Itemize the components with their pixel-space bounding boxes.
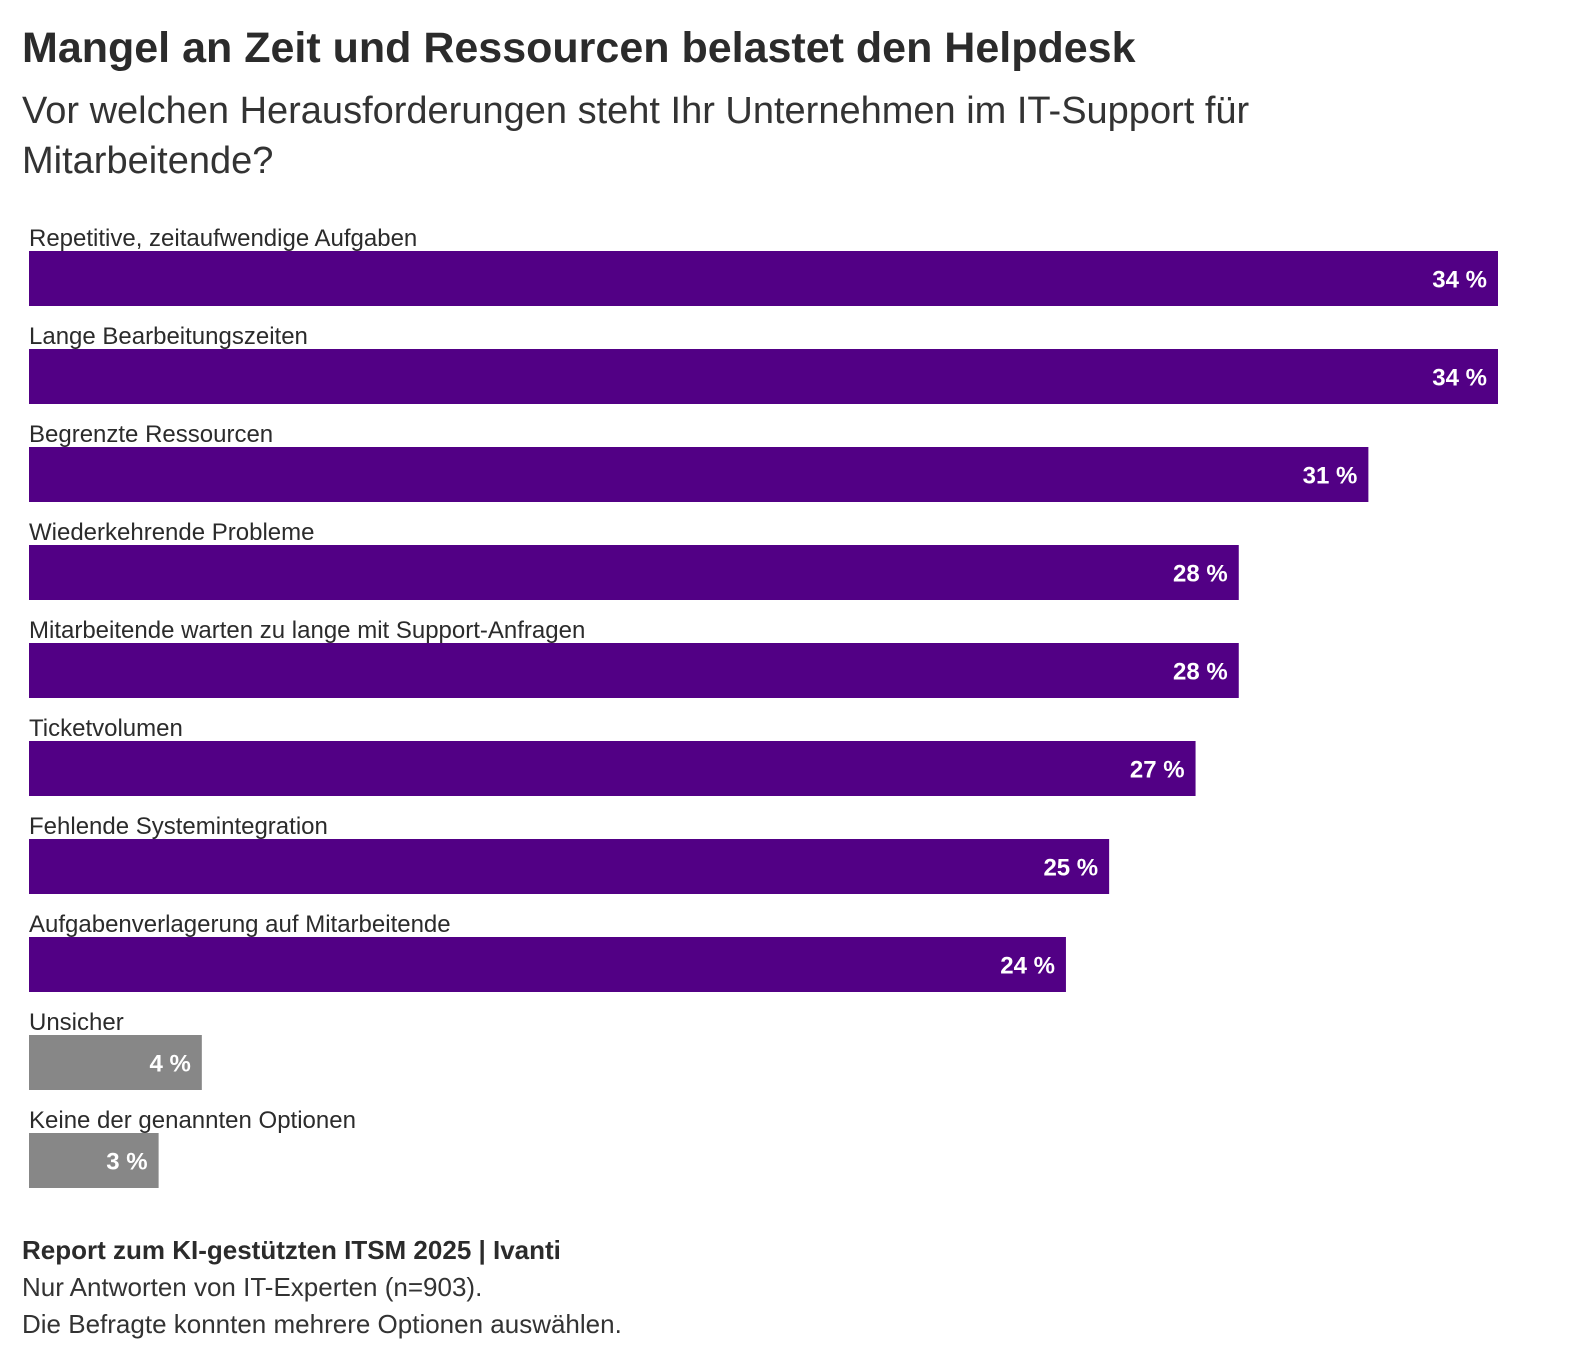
bar [29,937,1066,992]
chart-subtitle: Vor welchen Herausforderungen steht Ihr … [22,90,1250,182]
category-label: Ticketvolumen [29,715,183,742]
bar [29,545,1239,600]
category-label: Keine der genannten Optionen [29,1107,356,1134]
category-label: Fehlende Systemintegration [29,813,328,840]
category-label: Lange Bearbeitungszeiten [29,323,308,350]
value-label: 3 % [106,1149,147,1176]
bar [29,349,1498,404]
category-label: Repetitive, zeitaufwendige Aufgaben [29,225,417,252]
bar [29,1133,159,1188]
value-label: 28 % [1173,561,1228,588]
source-note: Report zum KI-gestützten ITSM 2025 | Iva… [22,1235,561,1265]
value-label: 34 % [1432,267,1487,294]
value-label: 27 % [1130,757,1185,784]
value-label: 31 % [1303,463,1358,490]
chart-title: Mangel an Zeit und Ressourcen belastet d… [22,24,1136,72]
category-label: Mitarbeitende warten zu lange mit Suppor… [29,617,585,644]
chart-footer: Report zum KI-gestützten ITSM 2025 | Iva… [22,1232,1562,1343]
value-label: 24 % [1000,953,1055,980]
category-label: Begrenzte Ressourcen [29,421,273,448]
value-label: 4 % [149,1051,190,1078]
bar [29,447,1369,502]
bar [29,839,1110,894]
category-label: Wiederkehrende Probleme [29,519,314,546]
bar [29,643,1239,698]
bar [29,741,1196,796]
multiple-choice-note: Die Befragte konnten mehrere Optionen au… [22,1309,622,1339]
value-label: 28 % [1173,659,1228,686]
sample-note: Nur Antworten von IT-Experten (n=903). [22,1272,483,1302]
bar [29,251,1498,306]
value-label: 25 % [1043,855,1098,882]
category-label: Aufgabenverlagerung auf Mitarbeitende [29,911,451,938]
bar [29,1035,202,1090]
value-label: 34 % [1432,365,1487,392]
category-label: Unsicher [29,1009,124,1036]
